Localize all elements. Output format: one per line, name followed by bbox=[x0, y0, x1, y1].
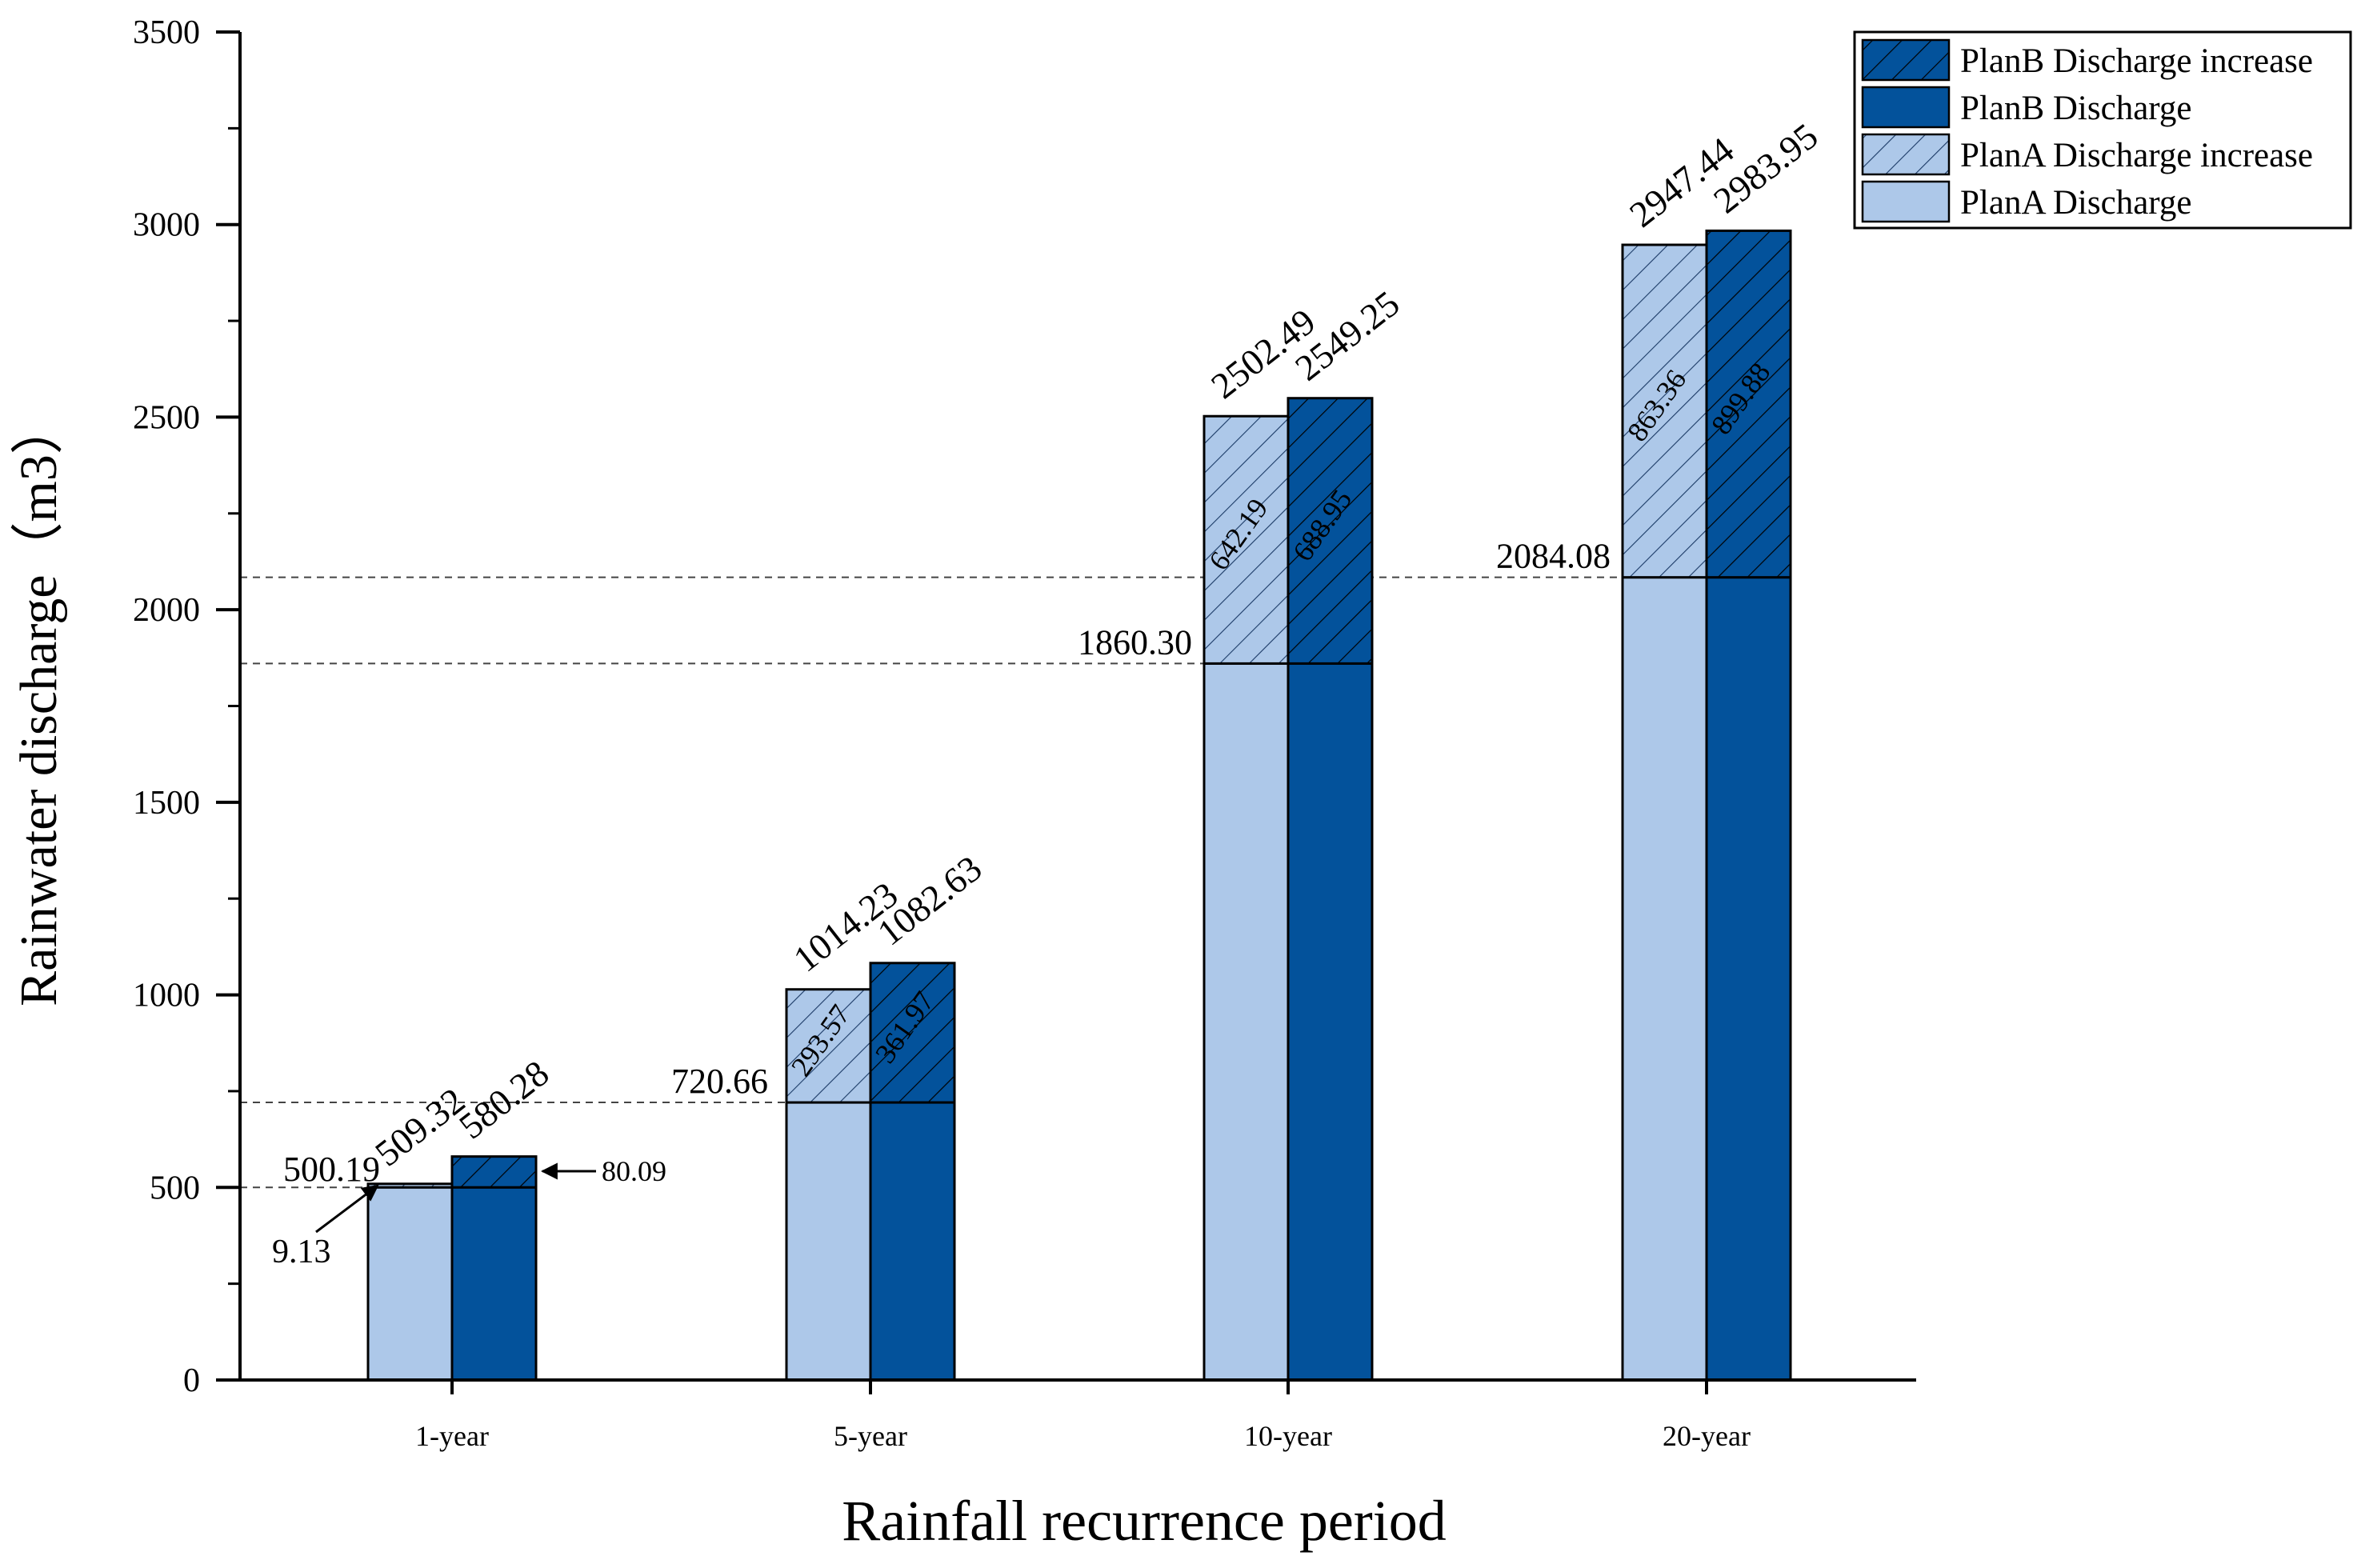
y-tick-label: 1000 bbox=[133, 978, 200, 1014]
base-label-1-year: 500.19 bbox=[283, 1150, 380, 1189]
legend-swatch-planA-solid bbox=[1861, 180, 1951, 223]
bar-planA-increase-20-year bbox=[1621, 243, 1708, 579]
legend-label-planA-hatch: PlanA Discharge increase bbox=[1960, 137, 2313, 174]
bar-planB-base-10-year bbox=[1287, 662, 1374, 1382]
y-tick-label: 0 bbox=[183, 1362, 200, 1399]
base-label-20-year: 2084.08 bbox=[1496, 537, 1611, 576]
bar-planA-base-1-year bbox=[366, 1186, 454, 1382]
bar-planA-base-20-year bbox=[1621, 576, 1708, 1382]
base-label-5-year: 720.66 bbox=[671, 1062, 768, 1101]
bar-planB-base-1-year bbox=[450, 1186, 538, 1382]
x-tick-label: 20-year bbox=[1663, 1420, 1751, 1452]
x-tick-label: 10-year bbox=[1244, 1420, 1332, 1452]
legend-label-planB-solid: PlanB Discharge bbox=[1960, 90, 2191, 127]
legend-swatch-planB-solid bbox=[1861, 86, 1951, 129]
arrow-planA-1-year bbox=[315, 1184, 379, 1234]
bar-planA-base-5-year bbox=[785, 1101, 872, 1382]
x-tick-label: 1-year bbox=[415, 1420, 489, 1452]
reference-lines bbox=[240, 576, 1623, 1189]
increase-label-s1-1-year: 80.09 bbox=[602, 1155, 666, 1187]
y-tick-label: 2000 bbox=[133, 592, 200, 629]
bar-planB-base-20-year bbox=[1705, 576, 1792, 1382]
bar-planB-increase-1-year bbox=[450, 1155, 538, 1189]
legend-label-planA-solid: PlanA Discharge bbox=[1960, 184, 2191, 222]
legend-swatch-planA-hatch bbox=[1861, 133, 1951, 176]
y-tick-label: 2500 bbox=[133, 399, 200, 436]
bar-planB-increase-10-year bbox=[1287, 397, 1374, 665]
bar-planA-increase-1-year bbox=[366, 1182, 454, 1189]
bar-planB-increase-20-year bbox=[1705, 229, 1792, 579]
x-axis-label: Rainfall recurrence period bbox=[842, 1489, 1447, 1553]
bars bbox=[366, 229, 1792, 1382]
y-tick-label: 1500 bbox=[133, 785, 200, 822]
y-tick-label: 3500 bbox=[133, 14, 200, 51]
bar-planB-increase-5-year bbox=[869, 962, 956, 1104]
total-label-s1-1-year: 580.28 bbox=[451, 1052, 556, 1146]
y-tick-label: 500 bbox=[150, 1170, 200, 1206]
axes: 0 500 1000 1500 2000 2500 3000 3500 1-year 5-year… bbox=[133, 14, 1916, 1452]
legend-label-planB-hatch: PlanB Discharge increase bbox=[1960, 42, 2313, 80]
bar-planA-increase-10-year bbox=[1203, 414, 1290, 665]
data-labels: 500.19720.661860.302084.08509.321014.232… bbox=[272, 115, 1825, 1270]
y-axis-label: Rainwater discharge（m3） bbox=[10, 402, 68, 1006]
y-tick-label: 3000 bbox=[133, 207, 200, 244]
bar-planB-base-5-year bbox=[869, 1101, 956, 1382]
legend-swatch-planB-hatch bbox=[1861, 38, 1951, 82]
x-tick-label: 5-year bbox=[834, 1420, 907, 1452]
increase-label-s0-1-year: 9.13 bbox=[272, 1234, 331, 1270]
legend: PlanB Discharge increase PlanB Discharge P… bbox=[1853, 30, 2352, 230]
base-label-10-year: 1860.30 bbox=[1078, 622, 1192, 662]
bar-planA-base-10-year bbox=[1203, 662, 1290, 1382]
